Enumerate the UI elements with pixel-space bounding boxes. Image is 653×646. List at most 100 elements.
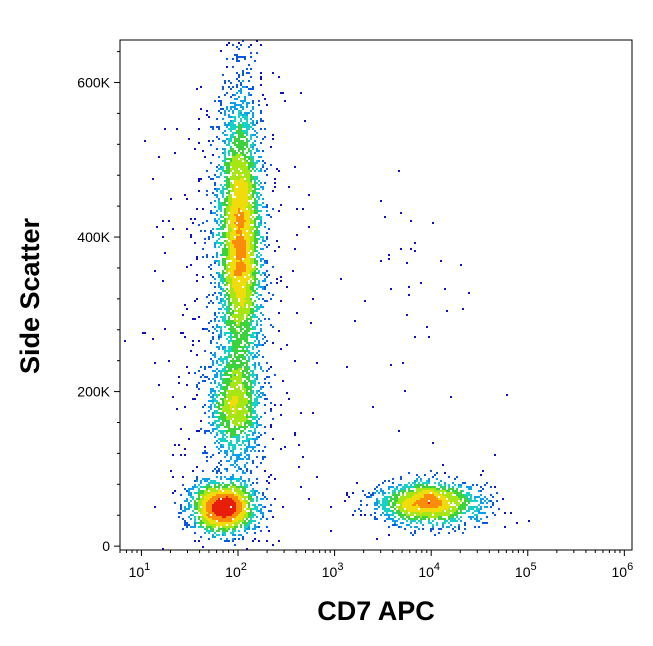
event-dot: [240, 246, 242, 248]
event-dot: [452, 528, 454, 530]
event-dot: [422, 488, 424, 490]
event-dot: [228, 346, 230, 348]
event-dot: [226, 384, 228, 386]
event-dot: [250, 162, 252, 164]
event-dot: [234, 304, 236, 306]
event-dot: [258, 382, 260, 384]
event-dot: [216, 514, 218, 516]
event-dot: [448, 506, 450, 508]
event-dot: [254, 382, 256, 384]
event-dot: [244, 332, 246, 334]
event-dot: [244, 86, 246, 88]
event-dot: [250, 400, 252, 402]
event-dot: [232, 188, 234, 190]
event-dot: [200, 524, 202, 526]
event-dot: [230, 210, 232, 212]
event-dot: [228, 122, 230, 124]
event-dot: [228, 370, 230, 372]
event-dot: [244, 432, 246, 434]
event-dot: [236, 160, 238, 162]
event-dot: [232, 540, 234, 542]
event-dot: [490, 506, 492, 508]
event-dot: [426, 496, 428, 498]
event-dot: [218, 522, 220, 524]
event-dot: [226, 514, 228, 516]
event-dot: [280, 414, 282, 416]
event-dot: [224, 370, 226, 372]
event-dot: [434, 486, 436, 488]
event-dot: [226, 184, 228, 186]
event-dot: [174, 152, 176, 154]
event-dot: [222, 434, 224, 436]
event-dot: [256, 424, 258, 426]
event-dot: [228, 354, 230, 356]
event-dot: [250, 196, 252, 198]
event-dot: [216, 368, 218, 370]
event-dot: [226, 468, 228, 470]
event-dot: [236, 274, 238, 276]
event-dot: [224, 156, 226, 158]
event-dot: [200, 498, 202, 500]
event-dot: [204, 366, 206, 368]
event-dot: [246, 86, 248, 88]
event-dot: [232, 444, 234, 446]
event-dot: [194, 218, 196, 220]
event-dot: [256, 478, 258, 480]
event-dot: [430, 486, 432, 488]
event-dot: [234, 530, 236, 532]
event-dot: [242, 80, 244, 82]
event-dot: [220, 504, 222, 506]
event-dot: [440, 518, 442, 520]
event-dot: [232, 206, 234, 208]
event-dot: [232, 386, 234, 388]
event-dot: [216, 374, 218, 376]
event-dot: [280, 404, 282, 406]
event-dot: [392, 524, 394, 526]
event-dot: [248, 262, 250, 264]
event-dot: [262, 334, 264, 336]
event-dot: [254, 230, 256, 232]
event-dot: [240, 152, 242, 154]
event-dot: [216, 504, 218, 506]
event-dot: [468, 516, 470, 518]
event-dot: [224, 204, 226, 206]
event-dot: [254, 316, 256, 318]
event-dot: [224, 378, 226, 380]
event-dot: [208, 512, 210, 514]
event-dot: [202, 506, 204, 508]
event-dot: [236, 202, 238, 204]
event-dot: [400, 488, 402, 490]
event-dot: [232, 246, 234, 248]
event-dot: [416, 490, 418, 492]
event-dot: [456, 492, 458, 494]
event-dot: [412, 508, 414, 510]
event-dot: [412, 482, 414, 484]
event-dot: [240, 186, 242, 188]
event-dot: [298, 466, 300, 468]
event-dot: [254, 270, 256, 272]
event-dot: [486, 498, 488, 500]
event-dot: [240, 252, 242, 254]
event-dot: [196, 508, 198, 510]
event-dot: [246, 324, 248, 326]
event-dot: [194, 318, 196, 320]
event-dot: [224, 218, 226, 220]
event-dot: [238, 244, 240, 246]
event-dot: [242, 296, 244, 298]
event-dot: [216, 210, 218, 212]
event-dot: [206, 516, 208, 518]
event-dot: [246, 168, 248, 170]
event-dot: [232, 214, 234, 216]
event-dot: [234, 374, 236, 376]
event-dot: [440, 480, 442, 482]
event-dot: [222, 196, 224, 198]
event-dot: [192, 344, 194, 346]
event-dot: [240, 84, 242, 86]
event-dot: [234, 514, 236, 516]
event-dot: [268, 476, 270, 478]
event-dot: [408, 496, 410, 498]
event-dot: [248, 158, 250, 160]
event-dot: [270, 474, 272, 476]
event-dot: [226, 244, 228, 246]
event-dot: [238, 290, 240, 292]
